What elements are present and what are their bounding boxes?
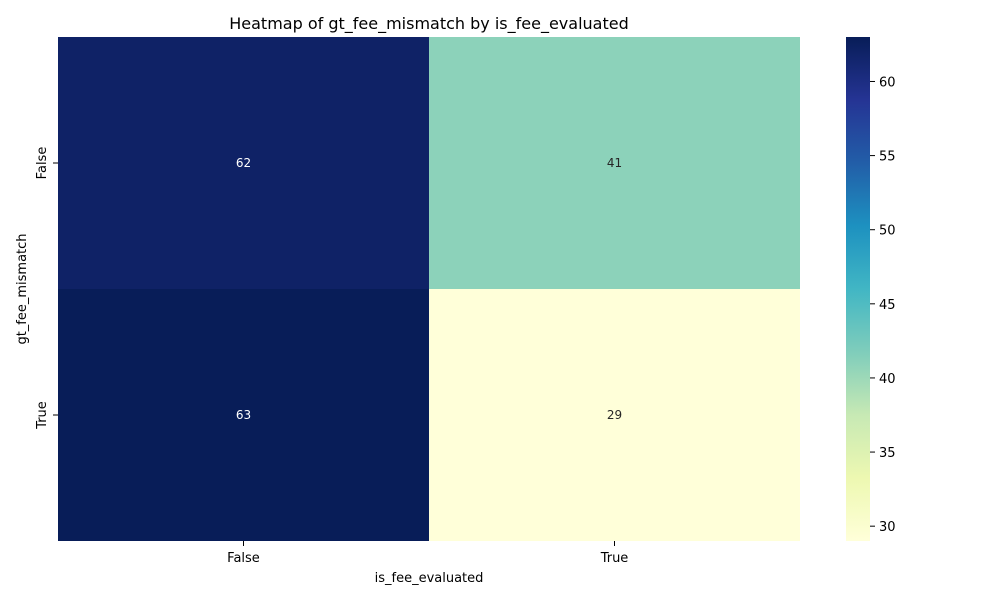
- x-tick-label: True: [600, 551, 629, 566]
- cell-value-label: 63: [236, 408, 251, 422]
- y-axis-ticks: False True: [35, 147, 58, 430]
- colorbar-tick-label: 40: [879, 372, 896, 387]
- heatmap-cell: [58, 289, 429, 541]
- cell-annotations: 62 41 63 29: [236, 156, 622, 422]
- colorbar-tick-label: 30: [879, 520, 896, 535]
- heatmap-cell: [429, 37, 800, 289]
- x-axis-label: is_fee_evaluated: [375, 571, 484, 586]
- colorbar-tick-label: 50: [879, 224, 896, 239]
- cell-value-label: 62: [236, 156, 251, 170]
- y-tick-label: True: [35, 401, 50, 430]
- y-tick-label: False: [35, 147, 50, 180]
- colorbar-tick-label: 60: [879, 75, 896, 90]
- colorbar-ticks: 30 35 40 45 50 55 60: [870, 75, 896, 535]
- colorbar: [846, 37, 870, 541]
- colorbar-tick-label: 35: [879, 446, 896, 461]
- cell-value-label: 41: [607, 156, 622, 170]
- x-axis-ticks: False True: [227, 541, 628, 566]
- chart-title: Heatmap of gt_fee_mismatch by is_fee_eva…: [229, 14, 629, 34]
- heatmap-cell: [58, 37, 429, 289]
- y-axis-label: gt_fee_mismatch: [15, 233, 30, 344]
- x-tick-label: False: [227, 551, 260, 566]
- heatmap-cells: [58, 37, 800, 541]
- cell-value-label: 29: [607, 408, 622, 422]
- colorbar-tick-label: 55: [879, 150, 896, 165]
- heatmap-cell: [429, 289, 800, 541]
- colorbar-tick-label: 45: [879, 298, 896, 313]
